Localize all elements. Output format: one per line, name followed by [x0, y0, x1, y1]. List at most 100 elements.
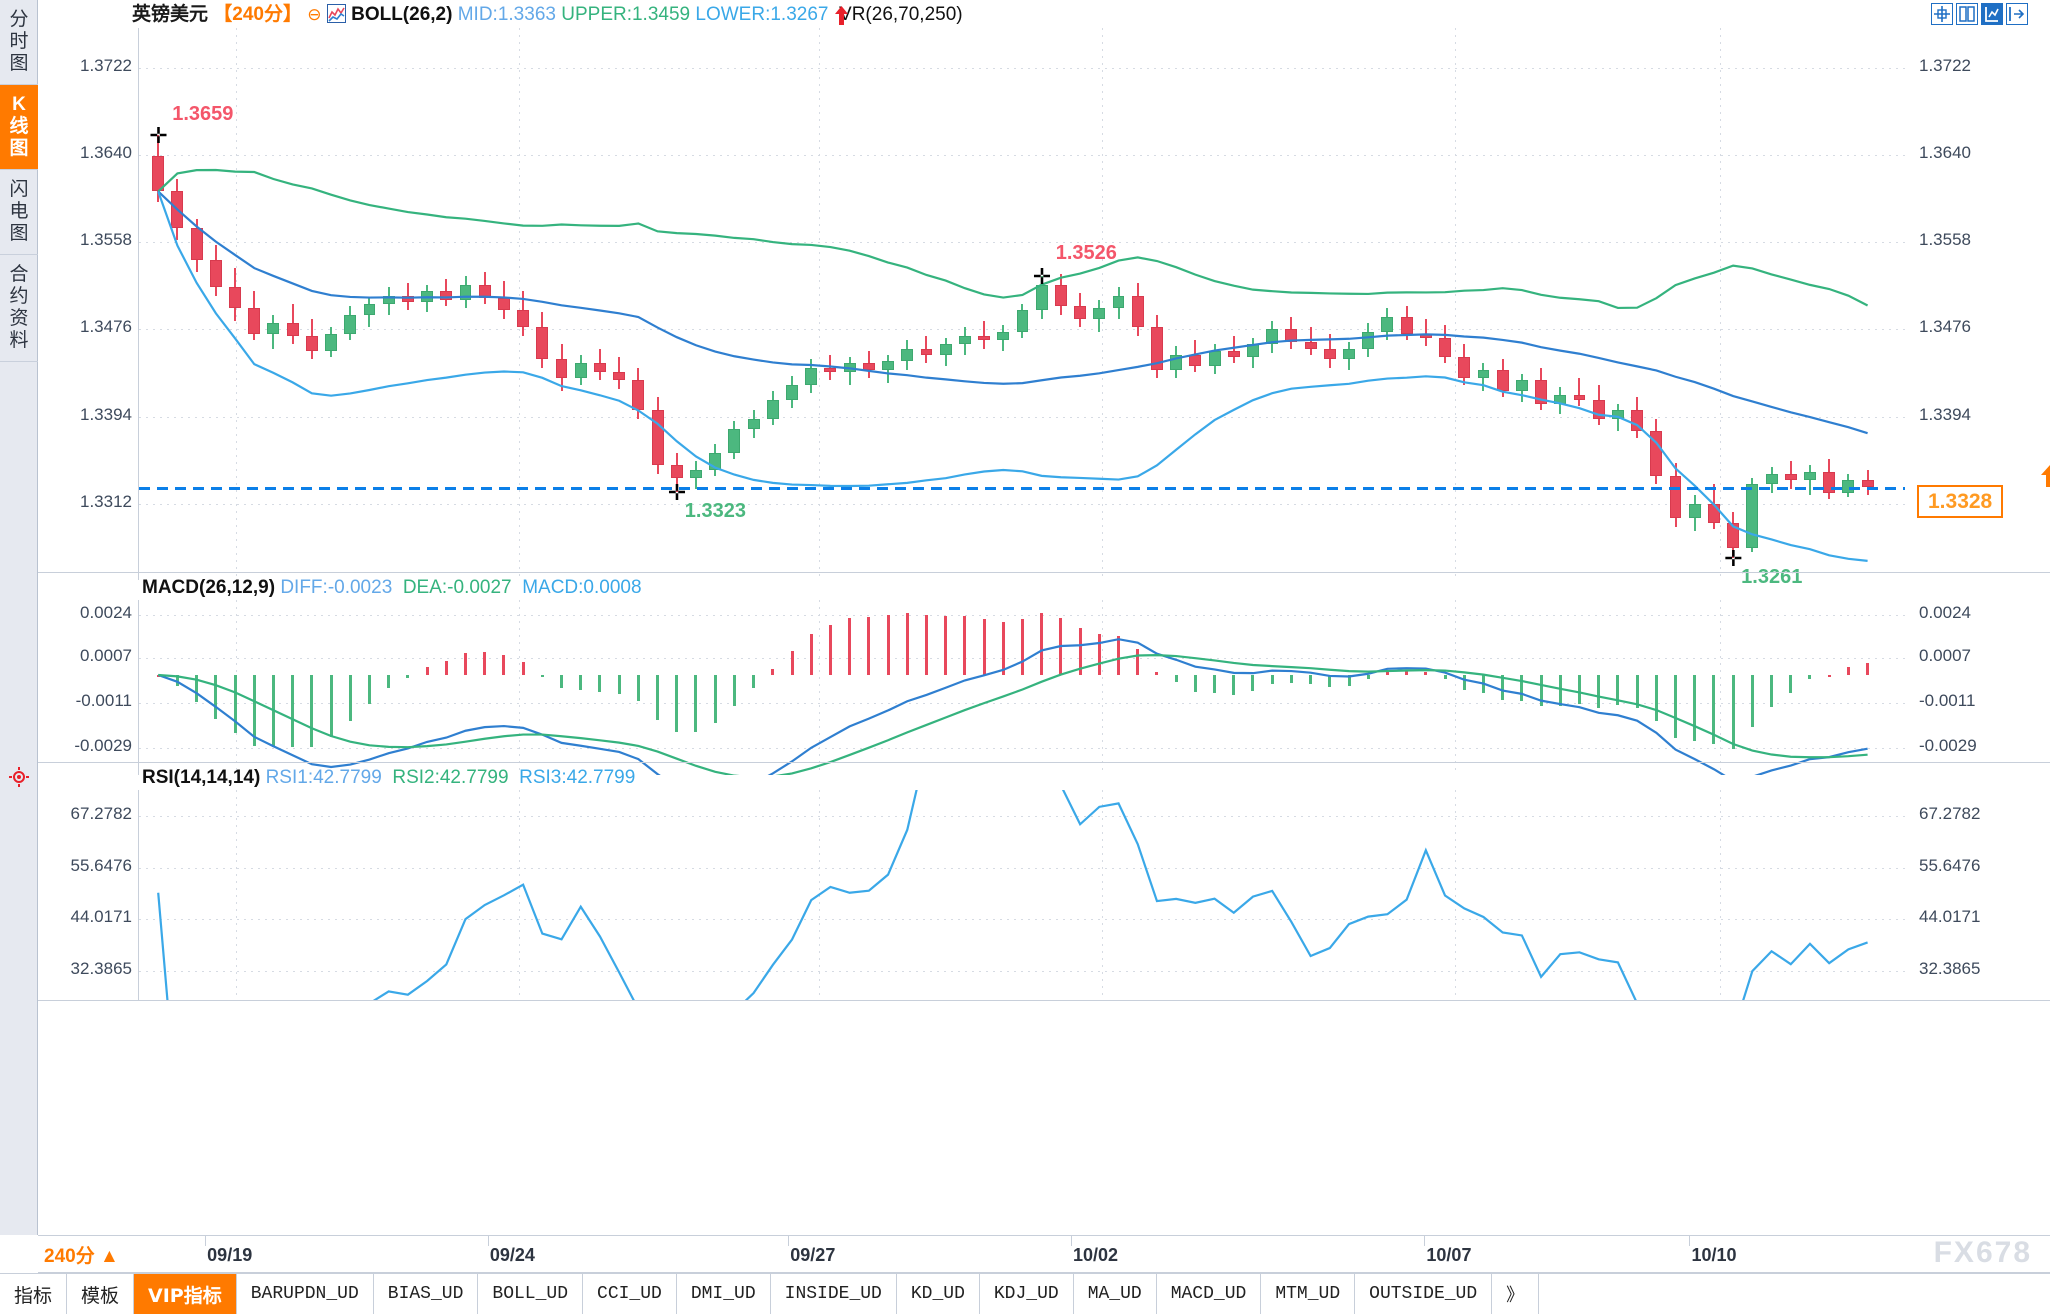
rsi-vgridline: [236, 790, 238, 1000]
candle: [229, 28, 241, 580]
period-label: 【240分】: [213, 4, 302, 25]
tb-inside-ud[interactable]: INSIDE_UD: [771, 1274, 897, 1314]
candle: [901, 28, 914, 580]
macd-histogram-bar: [406, 675, 410, 678]
macd-dea-line: [158, 654, 1868, 775]
collapse-icon[interactable]: ⊖: [307, 5, 322, 24]
tb-template[interactable]: 模板: [67, 1274, 135, 1314]
macd-histogram-bar: [464, 653, 467, 675]
macd-histogram-bar: [1693, 675, 1697, 741]
candle-body: [1477, 369, 1490, 379]
macd-histogram-bar: [636, 675, 640, 702]
tb-mtm-ud[interactable]: MTM_UD: [1261, 1274, 1356, 1314]
candle-body: [1688, 503, 1701, 519]
macd-y-label-right: 0.0007: [1919, 645, 1971, 665]
sidebar-item-lightning-chart[interactable]: 闪电图: [0, 170, 38, 255]
macd-histogram-bar: [1385, 670, 1389, 675]
candle-body: [939, 344, 952, 355]
macd-histogram-bar: [1424, 671, 1428, 675]
candle: [1054, 28, 1067, 580]
boll-bands: [157, 168, 1869, 562]
candle-body: [536, 327, 549, 360]
grid-layout-button[interactable]: [1956, 3, 1978, 25]
macd-histogram-bar: [1616, 675, 1620, 705]
candle-body: [594, 363, 606, 372]
tb-outside-ud[interactable]: OUTSIDE_UD: [1355, 1274, 1493, 1314]
tb-vip-indicator[interactable]: VIP指标: [134, 1274, 237, 1314]
indicator-icon[interactable]: [326, 4, 346, 23]
macd-histogram-bar: [982, 619, 986, 675]
candle-wick: [1232, 335, 1235, 364]
tb-boll-ud[interactable]: BOLL_UD: [478, 1274, 584, 1314]
price-vgridline: [819, 28, 821, 580]
tb-barupdn-ud[interactable]: BARUPDN_UD: [237, 1274, 374, 1314]
candle: [958, 28, 971, 580]
candle-body: [344, 314, 357, 334]
rsi-settings-icon[interactable]: [8, 766, 30, 793]
candle-body: [997, 331, 1010, 341]
candle-body: [209, 260, 222, 287]
tb-dmi-ud[interactable]: DMI_UD: [677, 1274, 771, 1314]
candle-body: [1804, 471, 1816, 481]
toolbar-item-label: CCI_UD: [597, 1284, 662, 1304]
candle: [1592, 28, 1605, 580]
toolbar-filler: [1539, 1274, 2050, 1314]
x-axis-label: 09/24: [489, 1245, 535, 1265]
candle: [1631, 28, 1644, 580]
rsi-vgridline: [1720, 790, 1722, 1000]
chart-style-button[interactable]: [1981, 3, 2003, 25]
candle: [1823, 28, 1836, 580]
tb-kdj-ud[interactable]: KDJ_UD: [980, 1274, 1074, 1314]
sidebar-item-label: 电: [9, 201, 29, 222]
sidebar-item-label: 分: [9, 9, 29, 30]
macd-panel-header: MACD(26,12,9) DIFF:-0.0023 DEA:-0.0027 M…: [142, 576, 642, 600]
sidebar-item-time-chart[interactable]: 分时图: [0, 0, 38, 85]
candle: [1515, 28, 1528, 580]
tb-more[interactable]: 》: [1492, 1274, 1540, 1314]
candle: [286, 28, 299, 580]
candle: [1150, 28, 1163, 580]
candle: [997, 28, 1010, 580]
candle-body: [1439, 337, 1451, 358]
sidebar-item-label: 时: [9, 31, 29, 52]
boll-label: BOLL(26,2): [351, 4, 453, 25]
macd-histogram-bar: [1654, 675, 1658, 721]
candle-body: [1304, 342, 1317, 349]
x-axis-label: 09/27: [790, 1245, 836, 1265]
macd-y-label-left: -0.0011: [75, 690, 132, 710]
period-selector[interactable]: 240分 ▲: [44, 1246, 119, 1267]
toolbar-item-label: 模板: [81, 1284, 120, 1307]
macd-histogram-bar: [1558, 675, 1562, 706]
tb-indicator[interactable]: 指标: [0, 1274, 68, 1314]
price-y-label-left: 1.3558: [80, 230, 132, 250]
candle: [613, 28, 626, 580]
price-gridline: [139, 242, 1905, 244]
rsi-panel-header: RSI(14,14,14) RSI1:42.7799 RSI2:42.7799 …: [142, 766, 635, 790]
macd-histogram-bar: [1750, 675, 1754, 728]
tb-ma-ud[interactable]: MA_UD: [1074, 1274, 1157, 1314]
rsi3-value: RSI3:42.7799: [519, 767, 636, 788]
rsi-gridline: [139, 815, 1905, 817]
candle: [824, 28, 837, 580]
crosshair-button[interactable]: [1931, 3, 1953, 25]
tb-kd-ud[interactable]: KD_UD: [897, 1274, 980, 1314]
candle-body: [1323, 348, 1336, 360]
price-y-label-right: 1.3476: [1919, 317, 1971, 337]
macd-histogram-bar: [752, 675, 756, 689]
macd-histogram-bar: [1770, 675, 1774, 707]
candle: [882, 28, 894, 580]
tb-macd-ud[interactable]: MACD_UD: [1157, 1274, 1262, 1314]
sidebar-item-label: 合: [9, 264, 29, 285]
candle: [1804, 28, 1816, 580]
expand-button[interactable]: [2006, 3, 2028, 25]
candle: [1304, 28, 1317, 580]
rsi-gridline: [139, 971, 1905, 973]
candle: [305, 28, 318, 580]
candle-body: [1343, 348, 1355, 360]
candle: [1669, 28, 1682, 580]
tb-cci-ud[interactable]: CCI_UD: [583, 1274, 677, 1314]
candle: [939, 28, 952, 580]
sidebar-item-contract-info[interactable]: 合约资料: [0, 255, 38, 362]
tb-bias-ud[interactable]: BIAS_UD: [374, 1274, 479, 1314]
